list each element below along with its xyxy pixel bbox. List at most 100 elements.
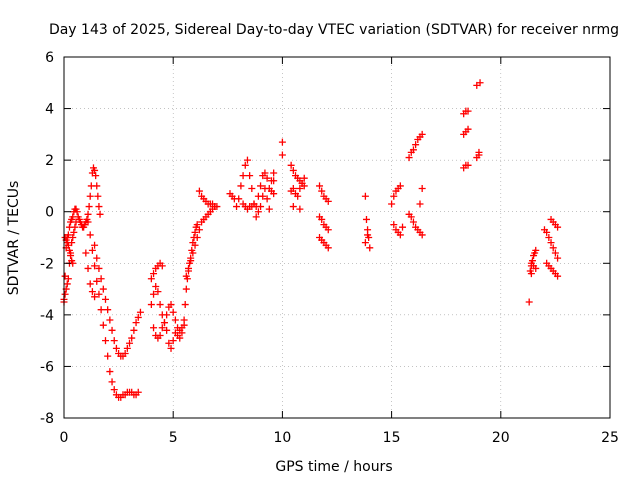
data-point — [147, 301, 155, 309]
data-point — [399, 223, 407, 231]
y-axis-label: SDTVAR / TECUs — [6, 181, 22, 296]
data-point — [237, 182, 245, 190]
data-point — [263, 174, 271, 182]
data-point — [154, 288, 162, 296]
data-point — [85, 203, 93, 211]
data-point — [418, 231, 426, 239]
data-point — [86, 192, 94, 200]
data-point — [167, 301, 175, 309]
data-point — [464, 161, 472, 169]
data-point — [475, 148, 483, 156]
data-point — [71, 223, 79, 231]
grid-lines — [64, 57, 610, 418]
data-point — [390, 221, 398, 229]
data-point — [263, 195, 271, 203]
data-point — [278, 151, 286, 159]
chart-title: Day 143 of 2025, Sidereal Day-to-day VTE… — [49, 22, 619, 38]
data-point — [324, 197, 332, 205]
data-point — [532, 246, 540, 254]
data-point — [545, 234, 553, 241]
data-point — [388, 200, 396, 208]
data-point — [156, 331, 164, 339]
data-point — [88, 246, 96, 254]
data-point — [241, 161, 249, 169]
data-point — [193, 234, 201, 241]
data-point — [97, 275, 105, 283]
data-point — [259, 192, 267, 200]
data-point — [121, 350, 129, 358]
x-tick-label: 25 — [601, 430, 619, 446]
data-point — [390, 192, 398, 200]
data-point — [294, 192, 302, 200]
data-point — [248, 185, 256, 193]
data-point — [324, 244, 332, 252]
data-point — [150, 324, 158, 332]
data-point — [61, 290, 69, 298]
data-point — [152, 282, 160, 290]
data-point — [91, 293, 99, 301]
data-point — [195, 187, 203, 195]
x-tick-label: 0 — [60, 430, 69, 446]
y-tick-label: -6 — [40, 359, 54, 375]
data-point — [130, 326, 138, 334]
data-point — [86, 231, 94, 239]
data-point — [178, 329, 186, 337]
data-point — [409, 218, 417, 226]
data-point — [67, 252, 75, 260]
data-point — [96, 210, 104, 218]
data-point — [134, 388, 142, 396]
data-point — [547, 239, 555, 247]
data-point — [362, 215, 370, 223]
data-point — [169, 337, 177, 345]
plot-area-border — [63, 56, 611, 419]
data-point — [134, 313, 142, 321]
data-point — [300, 174, 308, 182]
data-point — [407, 213, 415, 221]
data-point — [128, 334, 136, 342]
data-point — [235, 195, 243, 203]
data-point — [169, 308, 177, 316]
data-point — [92, 172, 100, 180]
data-point — [123, 344, 131, 352]
data-point — [396, 182, 404, 190]
data-point — [243, 156, 251, 164]
data-point — [270, 169, 278, 177]
data-point — [361, 192, 369, 200]
data-point — [418, 130, 426, 138]
data-point — [416, 200, 424, 208]
data-point — [126, 339, 134, 347]
data-point — [261, 169, 269, 177]
data-point — [543, 228, 551, 236]
data-point — [95, 264, 103, 272]
data-point — [182, 272, 190, 280]
data-point — [108, 326, 116, 334]
data-point — [101, 295, 109, 303]
data-point — [464, 125, 472, 133]
data-point — [257, 182, 265, 190]
y-tick-label: -2 — [40, 256, 54, 272]
data-point — [316, 182, 324, 190]
data-point — [189, 249, 197, 257]
data-point — [99, 285, 107, 293]
data-point — [287, 161, 295, 169]
data-point — [64, 275, 72, 283]
data-point — [554, 223, 562, 231]
data-point — [554, 254, 562, 262]
data-point — [101, 337, 109, 345]
data-point — [163, 326, 171, 334]
y-tick-label: 6 — [45, 50, 54, 66]
y-tick-label: -8 — [40, 411, 54, 427]
data-point — [233, 203, 241, 211]
axis-ticks: 0 5 10 15 20 25 -8 -6 -4 -2 0 2 4 6 — [40, 50, 619, 446]
data-point — [549, 244, 557, 252]
data-point — [261, 185, 269, 193]
y-tick-label: -4 — [40, 308, 54, 324]
data-point — [364, 231, 372, 239]
data-point — [108, 378, 116, 386]
data-point — [165, 339, 173, 347]
data-point — [525, 298, 533, 306]
data-point — [136, 308, 144, 316]
data-point — [150, 270, 158, 278]
data-point — [211, 203, 219, 211]
x-tick-label: 5 — [169, 430, 178, 446]
